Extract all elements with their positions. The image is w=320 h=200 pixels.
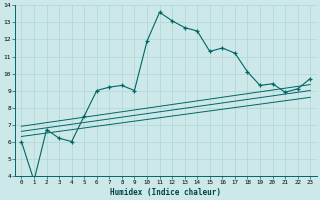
X-axis label: Humidex (Indice chaleur): Humidex (Indice chaleur) xyxy=(110,188,221,197)
